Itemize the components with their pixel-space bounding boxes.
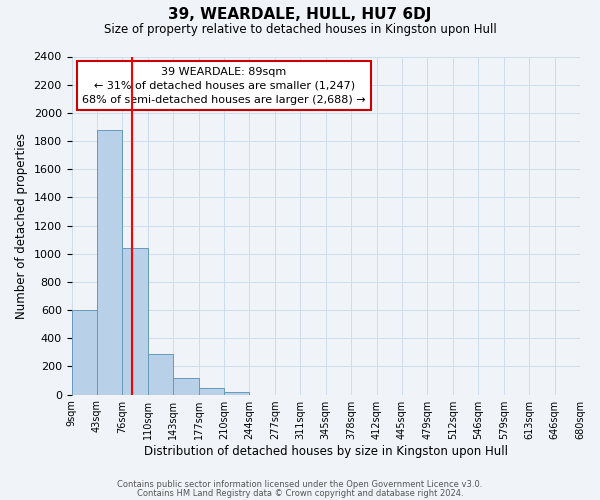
Bar xyxy=(97,130,122,394)
Text: Size of property relative to detached houses in Kingston upon Hull: Size of property relative to detached ho… xyxy=(104,22,496,36)
Bar xyxy=(173,378,199,394)
Text: Contains HM Land Registry data © Crown copyright and database right 2024.: Contains HM Land Registry data © Crown c… xyxy=(137,488,463,498)
Text: 39 WEARDALE: 89sqm
← 31% of detached houses are smaller (1,247)
68% of semi-deta: 39 WEARDALE: 89sqm ← 31% of detached hou… xyxy=(82,66,366,104)
X-axis label: Distribution of detached houses by size in Kingston upon Hull: Distribution of detached houses by size … xyxy=(144,444,508,458)
Text: 39, WEARDALE, HULL, HU7 6DJ: 39, WEARDALE, HULL, HU7 6DJ xyxy=(169,8,431,22)
Bar xyxy=(71,310,97,394)
Bar xyxy=(224,392,250,394)
Text: Contains public sector information licensed under the Open Government Licence v3: Contains public sector information licen… xyxy=(118,480,482,489)
Bar xyxy=(199,388,224,394)
Bar xyxy=(122,248,148,394)
Bar xyxy=(148,354,173,395)
Y-axis label: Number of detached properties: Number of detached properties xyxy=(15,132,28,318)
